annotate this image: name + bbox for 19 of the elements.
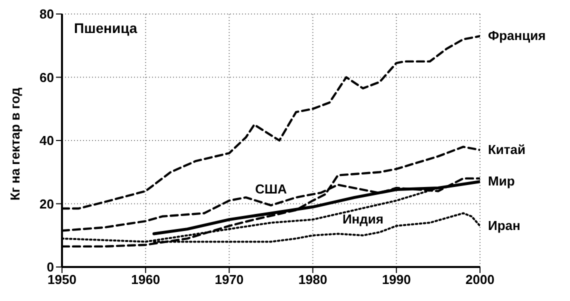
x-tick-label: 1980 xyxy=(298,272,328,288)
series-label: Франция xyxy=(488,28,546,44)
annotation: США xyxy=(255,181,288,196)
annotation: Индия xyxy=(342,211,384,226)
series-label: Китай xyxy=(488,142,526,157)
y-tick-label: 80 xyxy=(40,6,54,22)
y-tick-label: 40 xyxy=(40,133,54,148)
x-tick-label: 1960 xyxy=(131,272,160,288)
x-tick-label: 1990 xyxy=(382,272,411,288)
y-axis-title: Кг на гектар в год xyxy=(8,86,23,200)
y-tick-label: 0 xyxy=(46,260,54,275)
x-tick-label: 2000 xyxy=(466,272,494,288)
series-label: Иран xyxy=(488,218,520,233)
y-tick-label: 20 xyxy=(40,196,54,212)
chart-title: Пшеница xyxy=(72,20,140,36)
series-label: Мир xyxy=(488,174,515,189)
x-tick-label: 1970 xyxy=(214,272,244,288)
x-tick-label: 1950 xyxy=(48,272,76,288)
y-tick-label: 60 xyxy=(40,70,54,85)
